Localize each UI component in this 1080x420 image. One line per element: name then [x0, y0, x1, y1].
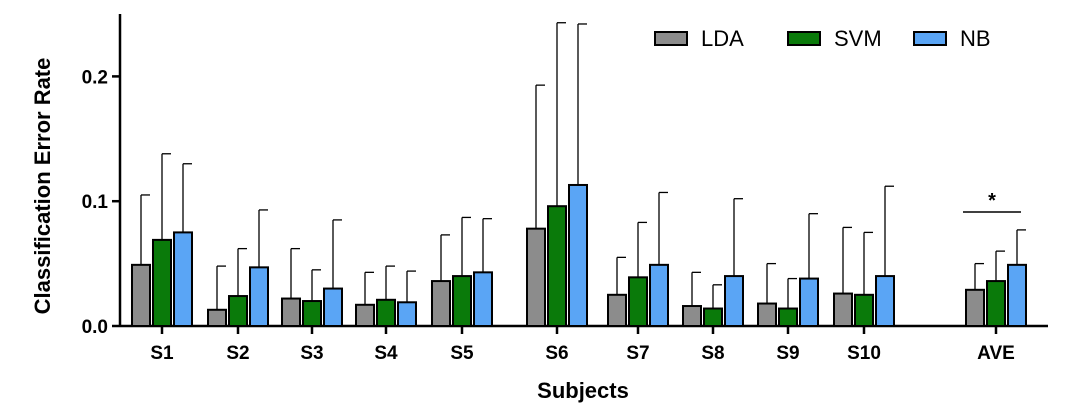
bar-lda-s7	[607, 293, 627, 327]
bar-svm-s8	[703, 307, 723, 328]
x-tick-label: AVE	[977, 343, 1015, 364]
bar-nb-s7	[649, 263, 669, 327]
x-tick-label: S6	[545, 343, 568, 364]
bar-nb-s4	[397, 301, 417, 327]
x-axis-title: Subjects	[537, 378, 629, 403]
x-tick-label: S10	[847, 343, 881, 364]
legend-label-nb: NB	[960, 26, 991, 51]
x-tick-label: S9	[776, 343, 799, 364]
bar-lda-s2	[207, 308, 227, 327]
bar-svm-s6	[547, 205, 567, 327]
x-tick-label: S7	[626, 343, 649, 364]
x-tick-label: S4	[374, 343, 398, 364]
bar-nb-s8	[724, 275, 744, 327]
bar-nb-s2	[249, 266, 269, 327]
bar-lda-s3	[281, 297, 301, 328]
axes: 0.0 0.1 0.2 S1 S2 S3 S4 S5 S6 S7 S8 S9 S10 AVE	[82, 14, 1048, 364]
x-tick-label: S1	[150, 343, 174, 364]
bar-svm-s7	[628, 276, 648, 328]
x-tick-label: S3	[300, 343, 323, 364]
legend-swatch-lda	[654, 31, 688, 46]
bar-svm-s5	[452, 275, 472, 327]
y-tick-label: 0.1	[82, 192, 109, 213]
y-tick-label: 0.0	[82, 317, 108, 338]
bar-svm-s10	[854, 293, 874, 327]
bar-nb-s1	[173, 231, 193, 327]
legend-label-svm: SVM	[834, 26, 882, 51]
bar-svm-ave	[986, 280, 1006, 327]
bar-svm-s4	[376, 298, 396, 327]
significance-marker: *	[988, 190, 996, 212]
bar-nb-s6	[568, 183, 588, 327]
legend-swatch-svm	[787, 31, 821, 46]
y-axis-title: Classification Error Rate	[30, 58, 55, 315]
bar-lda-s5	[431, 280, 451, 327]
bar-nb-ave	[1007, 263, 1027, 327]
x-tick-label: S5	[450, 343, 474, 364]
bar-svm-s3	[302, 300, 322, 328]
bar-lda-s4	[355, 303, 375, 327]
bar-lda-s8	[682, 305, 702, 328]
bars-group: *	[131, 22, 1027, 328]
bar-svm-s2	[228, 295, 248, 328]
bar-lda-ave	[965, 288, 985, 328]
bar-lda-s6	[526, 227, 546, 328]
bar-nb-s10	[875, 275, 895, 327]
legend: LDA SVM NB	[654, 26, 991, 51]
bar-lda-s10	[833, 292, 853, 327]
x-tick-label: S8	[701, 343, 724, 364]
x-tick-label: S2	[226, 343, 249, 364]
bar-svm-s1	[152, 238, 172, 327]
y-tick-label: 0.2	[82, 67, 108, 88]
legend-label-lda: LDA	[701, 26, 744, 51]
bar-nb-s3	[323, 287, 343, 327]
bar-lda-s9	[757, 302, 777, 328]
bar-nb-s5	[473, 271, 493, 327]
bar-lda-s1	[131, 263, 151, 327]
bar-svm-s9	[778, 307, 798, 328]
bar-nb-s9	[799, 277, 819, 327]
legend-swatch-nb	[913, 31, 947, 46]
